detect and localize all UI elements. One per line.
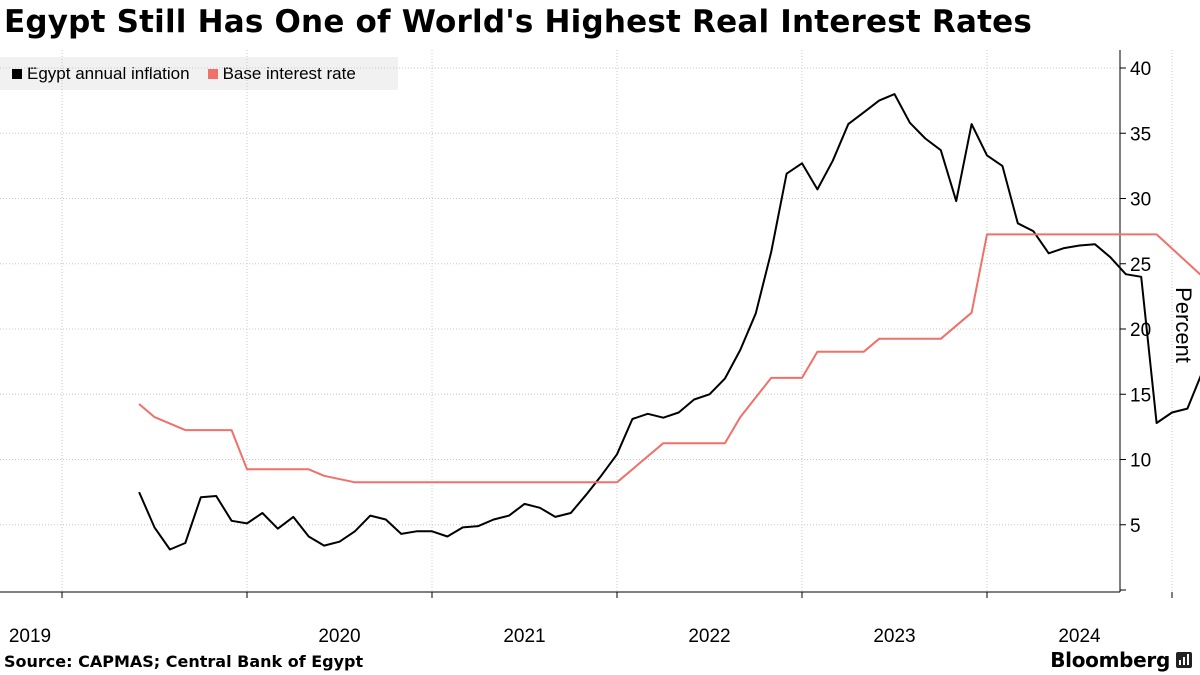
x-tick-label: 2019	[9, 626, 51, 647]
bloomberg-bars-icon	[1176, 652, 1192, 668]
x-tick-label: 2022	[688, 626, 730, 647]
grid-lines	[0, 50, 1173, 592]
y-tick-label: 15	[1130, 385, 1151, 406]
legend-label-inflation: Egypt annual inflation	[27, 63, 190, 83]
x-tick-label: 2023	[873, 626, 915, 647]
brand-logo: Bloomberg	[1050, 648, 1192, 672]
legend-swatch-interest-rate	[207, 68, 218, 79]
y-tick-label: 25	[1130, 255, 1151, 276]
x-tick-label: 2024	[1058, 626, 1101, 647]
y-tick-label: 30	[1130, 190, 1151, 211]
legend-item-inflation: Egypt annual inflation	[12, 64, 190, 84]
brand-name: Bloomberg	[1050, 648, 1170, 672]
x-tick-label: 2020	[318, 626, 360, 647]
x-tick-label: 2021	[503, 626, 545, 647]
source-note: Source: CAPMAS; Central Bank of Egypt	[4, 652, 364, 671]
y-tick-label: 10	[1130, 451, 1151, 472]
y-tick-label: 35	[1130, 124, 1151, 145]
series-lines	[138, 93, 1200, 551]
y-tick-label: 40	[1130, 59, 1151, 80]
chart-title: Egypt Still Has One of World's Highest R…	[4, 4, 1033, 40]
y-axis-label: Percent	[1171, 287, 1196, 363]
inflation-line	[138, 93, 1200, 551]
chart-legend: Egypt annual inflation Base interest rat…	[0, 57, 398, 90]
x-axis: 2019202020212022202320242025	[0, 591, 1173, 647]
legend-swatch-inflation	[12, 68, 22, 79]
interest-rate-line	[138, 233, 1200, 484]
y-tick-label: 5	[1130, 516, 1141, 537]
